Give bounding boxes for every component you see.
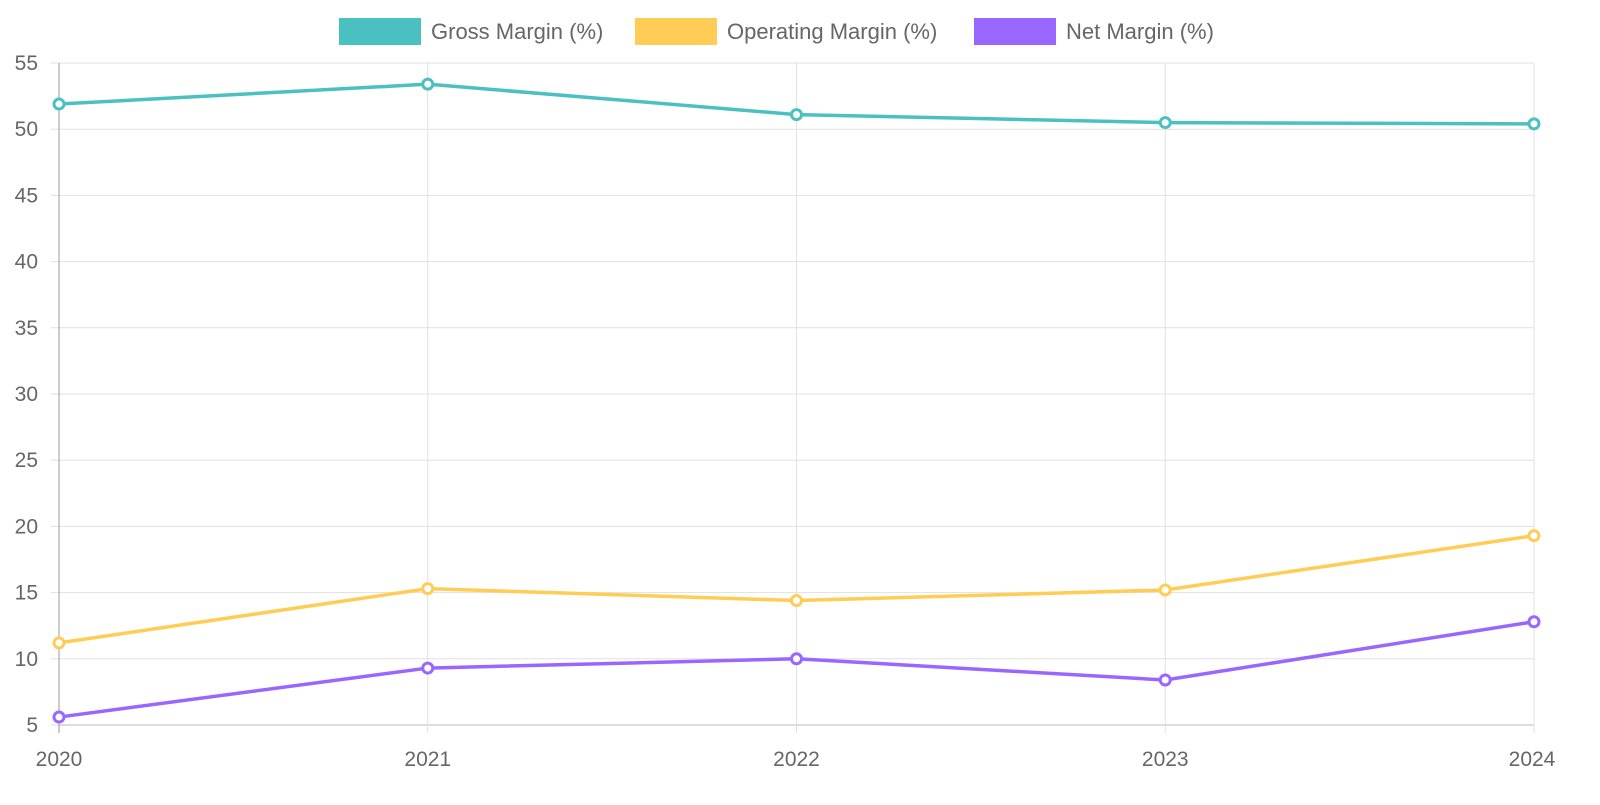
data-point <box>421 582 435 596</box>
data-point <box>790 108 803 122</box>
x-tick-label: 2022 <box>773 748 820 771</box>
data-point <box>421 77 435 91</box>
data-point <box>52 97 66 111</box>
legend-label: Operating Margin (%) <box>727 19 937 44</box>
y-tick-label: 10 <box>15 648 38 671</box>
x-tick-label: 2020 <box>36 748 83 771</box>
data-point <box>1158 673 1172 687</box>
data-point <box>52 710 66 724</box>
data-point <box>1527 529 1541 543</box>
axes: 5 10 15 20 25 30 35 40 45 50 55 2020 2021 2022 2023 202… <box>15 52 1556 771</box>
series-gross-margin <box>52 77 1541 131</box>
y-tick-label: 20 <box>15 515 38 538</box>
y-tick-label: 55 <box>15 52 38 75</box>
legend-item: Gross Margin (%) <box>339 18 603 45</box>
legend-label: Gross Margin (%) <box>431 19 603 44</box>
legend-item: Operating Margin (%) <box>635 18 937 45</box>
x-tick-label: 2024 <box>1509 748 1556 771</box>
y-tick-label: 5 <box>26 714 38 737</box>
series-group <box>52 77 1541 724</box>
data-point <box>421 661 435 675</box>
y-tick-label: 35 <box>15 317 38 340</box>
x-tick-label: 2021 <box>404 748 451 771</box>
y-tick-label: 40 <box>15 251 38 274</box>
data-point <box>52 636 66 650</box>
data-point <box>790 594 803 608</box>
data-point <box>1158 116 1172 130</box>
y-tick-label: 15 <box>15 582 38 605</box>
legend-label: Net Margin (%) <box>1066 19 1214 44</box>
data-point <box>790 652 803 666</box>
data-point <box>1527 117 1541 131</box>
y-tick-label: 45 <box>15 184 38 207</box>
legend-item: Net Margin (%) <box>974 18 1214 45</box>
grid <box>51 62 1535 733</box>
series-net-margin <box>52 615 1541 724</box>
data-point <box>1158 583 1172 597</box>
y-tick-label: 50 <box>15 118 38 141</box>
y-tick-label: 30 <box>15 383 38 406</box>
legend: Gross Margin (%) Operating Margin (%) Net … <box>339 18 1214 45</box>
series-operating-margin <box>52 529 1541 650</box>
x-tick-label: 2023 <box>1142 748 1189 771</box>
y-tick-label: 25 <box>15 449 38 472</box>
data-point <box>1527 615 1541 629</box>
legend-swatch <box>974 18 1056 45</box>
legend-swatch <box>339 18 421 45</box>
legend-swatch <box>635 18 717 45</box>
